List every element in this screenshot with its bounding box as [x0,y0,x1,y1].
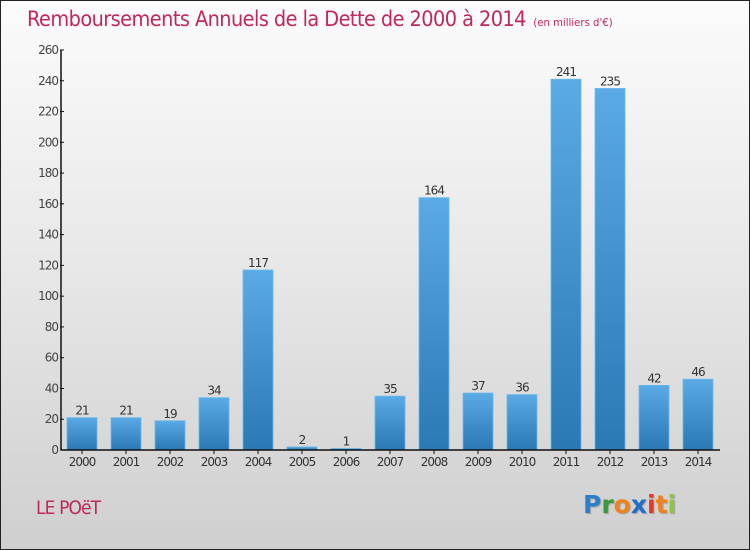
y-tick-label: 100 [38,289,58,303]
bar-value-label: 42 [647,371,661,385]
y-tick-label: 60 [45,351,59,365]
x-tick-label: 2006 [333,455,360,469]
x-tick-label: 2000 [69,455,96,469]
logo-letter: P [583,490,602,519]
bar-value-label: 19 [163,407,177,421]
bar-2011 [550,78,582,451]
bar-value-label: 117 [248,256,268,270]
y-tick-label: 180 [38,166,58,180]
logo-letter: i [667,490,677,519]
proxiti-logo: Proxiti [583,490,676,519]
bar-value-label: 235 [600,74,620,88]
bar-2013 [638,384,670,451]
logo-letter: i [647,490,656,519]
x-tick-label: 2007 [377,455,404,469]
x-axis: 2000 2001 2002 2003 2004 2005 2006 2007 2008 2009… [61,449,720,469]
bar-2010 [506,394,538,451]
chart-title-text: Remboursements Annuels de la Dette de 20… [27,7,526,31]
logo-letter: x [630,490,647,519]
y-tick-label: 140 [38,228,58,242]
bar-2003 [198,397,230,451]
y-tick-label: 0 [51,443,58,457]
logo-letter: o [613,490,631,519]
y-axis: 0 20 40 60 80 100 120 140 160 180 200 220 240 260 [38,43,64,457]
x-tick-label: 2010 [509,455,536,469]
bar-value-label: 35 [383,382,397,396]
y-tick-label: 220 [38,105,58,119]
bar-2012 [594,88,626,451]
bar-2002 [154,420,186,451]
x-tick-label: 2011 [553,455,580,469]
logo-letter: t [655,490,668,519]
bar-value-label: 21 [119,404,133,418]
bar-value-label: 36 [515,381,529,395]
bar-value-label: 37 [471,379,485,393]
y-tick-label: 120 [38,258,58,272]
x-tick-label: 2003 [201,455,228,469]
y-tick-label: 260 [38,43,58,57]
bar-2007 [374,395,406,451]
bar-value-label: 21 [75,404,89,418]
bar-2001 [110,417,142,451]
x-tick-label: 2005 [289,455,316,469]
y-tick-label: 160 [38,197,58,211]
y-tick-label: 20 [45,412,59,426]
bar-value-label: 34 [207,384,221,398]
x-tick-label: 2009 [465,455,492,469]
x-tick-label: 2004 [245,455,272,469]
x-tick-label: 2012 [597,455,624,469]
x-tick-label: 2013 [641,455,668,469]
y-tick-label: 80 [45,320,59,334]
y-tick-label: 40 [45,381,59,395]
logo-letter: r [601,490,614,519]
bar-2014 [682,378,714,451]
y-tick-label: 240 [38,74,58,88]
bar-value-label: 241 [556,65,576,79]
bar-value-label: 1 [343,434,350,448]
bar-2008 [418,197,450,451]
chart-unit: (en milliers d'€) [533,16,613,29]
y-tick-label: 200 [38,135,58,149]
bar-2000 [66,417,98,451]
bar-value-label: 164 [424,184,444,198]
bar-value-label: 46 [691,365,705,379]
x-tick-label: 2001 [113,455,140,469]
x-tick-label: 2008 [421,455,448,469]
bar-2004 [242,269,274,451]
x-tick-label: 2014 [685,455,712,469]
bar-value-label: 2 [299,433,306,447]
bar-2009 [462,392,494,451]
x-tick-label: 2002 [157,455,184,469]
location-label: LE POëT [36,497,101,519]
chart-title: Remboursements Annuels de la Dette de 20… [27,7,613,31]
